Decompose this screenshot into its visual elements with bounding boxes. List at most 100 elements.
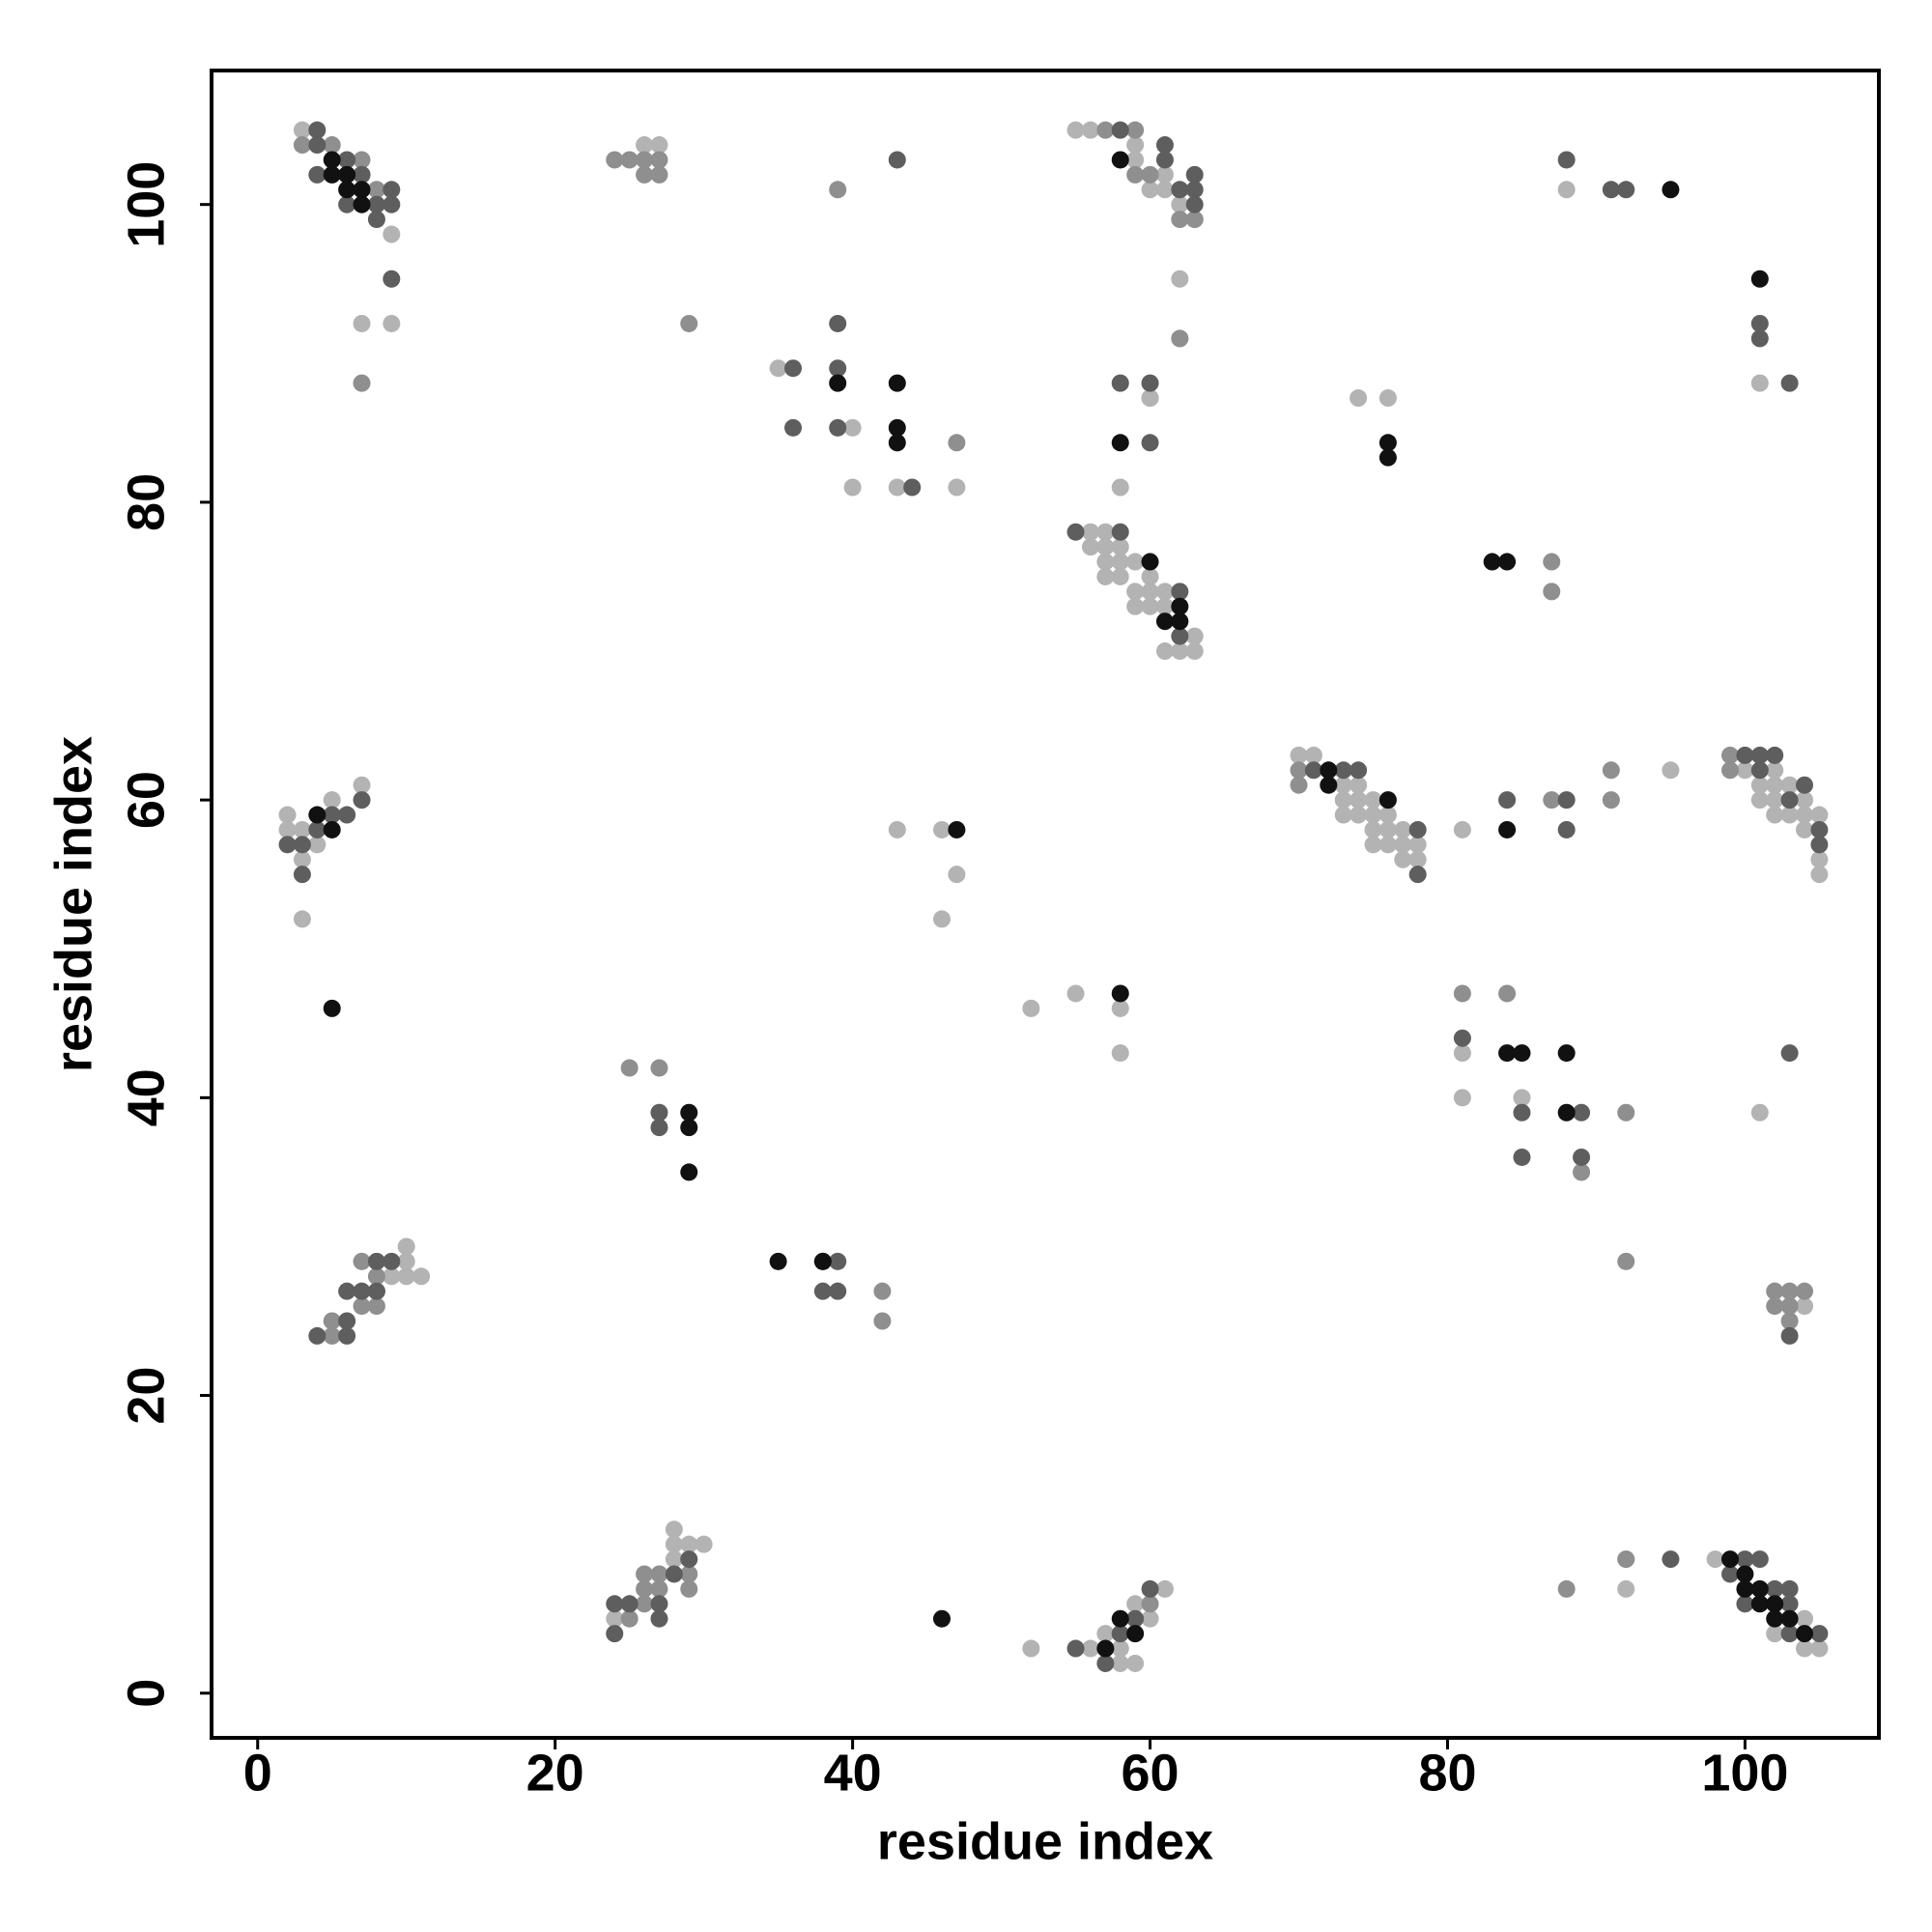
point <box>1453 1029 1471 1047</box>
point <box>323 151 341 169</box>
point <box>397 1267 415 1286</box>
point <box>383 181 401 199</box>
point <box>1780 1297 1799 1316</box>
point <box>1408 866 1427 884</box>
point <box>1810 820 1829 838</box>
point <box>367 181 385 199</box>
point <box>1111 984 1129 1003</box>
point <box>1141 553 1159 571</box>
point <box>353 165 371 184</box>
point <box>1155 612 1174 631</box>
point <box>308 836 327 854</box>
point <box>1721 1565 1740 1583</box>
point <box>1126 151 1145 169</box>
point <box>829 374 847 392</box>
point <box>1750 1103 1769 1122</box>
point <box>1557 1044 1576 1063</box>
point <box>932 820 951 838</box>
point <box>1662 761 1680 780</box>
point <box>383 1267 401 1286</box>
point <box>367 1252 385 1270</box>
point <box>680 1535 698 1553</box>
point <box>338 151 356 169</box>
point <box>1617 1579 1635 1598</box>
point <box>323 1326 341 1345</box>
point <box>1334 791 1352 810</box>
point <box>383 270 401 288</box>
point <box>1096 538 1115 556</box>
point <box>1796 776 1814 794</box>
point <box>1141 597 1159 615</box>
point <box>873 1282 892 1300</box>
point <box>293 121 311 139</box>
point <box>1810 850 1829 868</box>
point <box>1796 1639 1814 1658</box>
point <box>1543 791 1561 810</box>
point <box>1750 1550 1769 1569</box>
point <box>1155 597 1174 615</box>
point <box>813 1282 832 1300</box>
point <box>323 820 341 838</box>
point <box>1378 836 1397 854</box>
point <box>1096 1654 1115 1672</box>
point <box>1721 1550 1740 1569</box>
point <box>1780 791 1799 810</box>
point <box>1780 1312 1799 1330</box>
point <box>1780 776 1799 794</box>
point <box>1736 746 1754 764</box>
point <box>1394 820 1412 838</box>
point <box>1408 850 1427 868</box>
point <box>1796 1297 1814 1316</box>
point <box>1155 1579 1174 1598</box>
point <box>680 1565 698 1583</box>
point <box>338 165 356 184</box>
point <box>353 776 371 794</box>
point <box>353 1252 371 1270</box>
point <box>888 151 906 169</box>
y-tick-label: 40 <box>117 1068 175 1126</box>
point <box>1810 1625 1829 1643</box>
x-tick-label: 40 <box>824 1744 882 1802</box>
point <box>1096 567 1115 585</box>
point <box>1557 181 1576 199</box>
point <box>1126 1609 1145 1628</box>
point <box>1408 820 1427 838</box>
point <box>1513 1044 1531 1063</box>
point <box>650 1565 668 1583</box>
point <box>1141 434 1159 452</box>
point <box>843 418 862 437</box>
point <box>680 1550 698 1569</box>
point <box>1141 1609 1159 1628</box>
point <box>636 1565 654 1583</box>
point <box>1766 1297 1784 1316</box>
point <box>1141 374 1159 392</box>
point <box>383 1252 401 1270</box>
point <box>323 1312 341 1330</box>
point <box>620 151 639 169</box>
point <box>1141 1595 1159 1613</box>
point <box>1155 181 1174 199</box>
point <box>367 195 385 213</box>
point <box>1141 1579 1159 1598</box>
point <box>1155 165 1174 184</box>
point <box>1453 1044 1471 1063</box>
point <box>829 1252 847 1270</box>
point <box>1557 1579 1576 1598</box>
point <box>1111 1044 1129 1063</box>
point <box>1126 165 1145 184</box>
point <box>620 1059 639 1077</box>
point <box>1290 776 1308 794</box>
point <box>1573 1103 1591 1122</box>
point <box>412 1267 431 1286</box>
point <box>1185 165 1204 184</box>
point <box>1602 181 1620 199</box>
point <box>1066 984 1085 1003</box>
point <box>1483 553 1501 571</box>
point <box>1171 597 1189 615</box>
point <box>606 1595 624 1613</box>
point <box>1185 181 1204 199</box>
point <box>1364 836 1382 854</box>
point <box>1378 389 1397 408</box>
point <box>1155 582 1174 601</box>
point <box>1706 1550 1724 1569</box>
